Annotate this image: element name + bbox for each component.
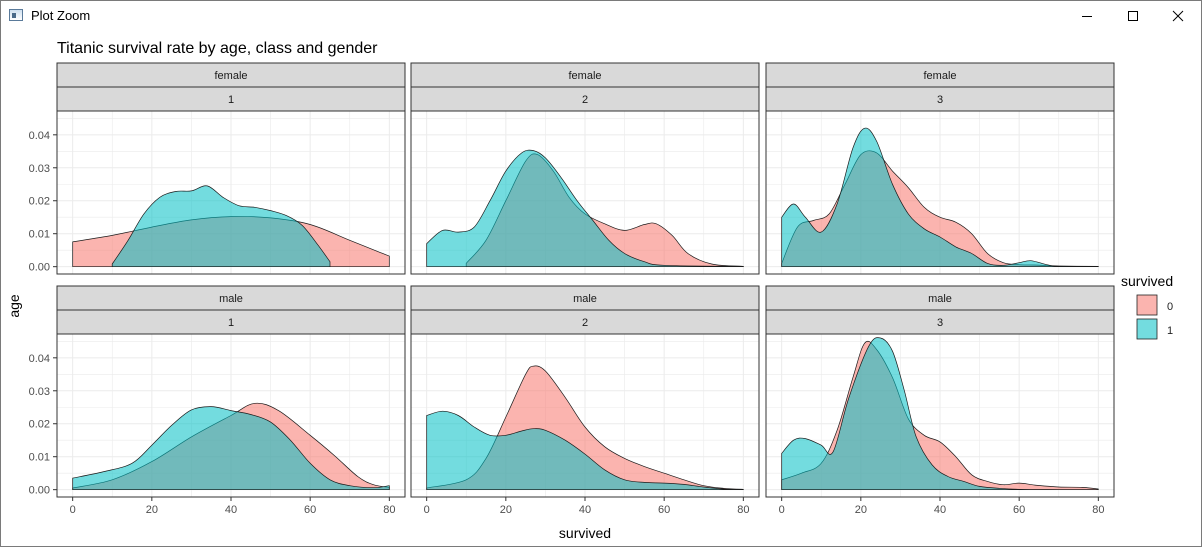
density-area-survived-1 xyxy=(426,149,744,268)
strip-sex xyxy=(56,62,406,88)
x-tick-label: 40 xyxy=(579,504,591,516)
facet-panel-male-1: male 1 0.00 0.01 0.02 0.03 0.04 0 20 40 60 80 xyxy=(29,285,406,516)
close-icon xyxy=(1172,10,1184,22)
y-tick-label: 0.03 xyxy=(29,163,50,175)
strip-sex-label: male xyxy=(219,293,243,305)
y-tick-label: 0.00 xyxy=(29,262,50,274)
strip-sex-label: female xyxy=(568,70,601,82)
y-axis-label: age xyxy=(6,294,22,318)
strip-class xyxy=(56,86,406,112)
strip-sex-label: female xyxy=(214,70,247,82)
strip-sex xyxy=(56,285,406,311)
legend-key-0 xyxy=(1136,294,1158,316)
strip-sex xyxy=(410,62,760,88)
y-tick-label: 0.01 xyxy=(29,229,50,241)
y-tick-label: 0.02 xyxy=(29,196,50,208)
panel-border xyxy=(765,110,1115,275)
minimize-button[interactable] xyxy=(1064,1,1110,31)
strip-sex-label: female xyxy=(923,70,956,82)
x-tick-label: 60 xyxy=(1013,504,1025,516)
strip-class xyxy=(765,309,1115,335)
strip-class-label: 3 xyxy=(937,94,943,106)
strip-class-label: 2 xyxy=(582,317,588,329)
x-tick-label: 60 xyxy=(658,504,670,516)
y-tick-label: 0.03 xyxy=(29,386,50,398)
close-button[interactable] xyxy=(1155,1,1201,31)
strip-class-label: 1 xyxy=(228,94,234,106)
maximize-icon xyxy=(1128,11,1138,21)
panel-border xyxy=(410,110,760,275)
y-tick-label: 0.01 xyxy=(29,452,50,464)
y-tick-label: 0.04 xyxy=(29,353,50,365)
facet-panel-female-1: female 1 0.00 0.01 0.02 0.03 0.04 xyxy=(29,62,406,275)
facet-panel-female-2: female 2 xyxy=(410,62,760,275)
x-tick-label: 40 xyxy=(934,504,946,516)
x-tick-label: 80 xyxy=(383,504,395,516)
maximize-button[interactable] xyxy=(1110,1,1156,31)
x-tick-label: 0 xyxy=(424,504,430,516)
strip-class-label: 2 xyxy=(582,94,588,106)
y-tick-label: 0.04 xyxy=(29,130,50,142)
strip-sex xyxy=(765,285,1115,311)
window-title: Plot Zoom xyxy=(31,8,91,23)
x-tick-label: 60 xyxy=(304,504,316,516)
x-tick-label: 80 xyxy=(737,504,749,516)
strip-class xyxy=(765,86,1115,112)
x-tick-label: 20 xyxy=(146,504,158,516)
x-tick-label: 40 xyxy=(225,504,237,516)
facet-panel-female-3: female 3 xyxy=(765,62,1115,275)
strip-sex xyxy=(410,285,760,311)
strip-sex-label: male xyxy=(928,293,952,305)
title-bar: Plot Zoom xyxy=(1,1,1201,31)
density-area-survived-1 xyxy=(111,185,331,268)
x-tick-label: 0 xyxy=(70,504,76,516)
strip-class xyxy=(410,86,760,112)
y-tick-label: 0.00 xyxy=(29,485,50,497)
x-tick-label: 0 xyxy=(779,504,785,516)
minimize-icon xyxy=(1082,16,1092,17)
density-area-survived-1 xyxy=(781,127,1099,268)
strip-class xyxy=(56,309,406,335)
x-tick-label: 20 xyxy=(855,504,867,516)
density-area-survived-1 xyxy=(426,410,744,491)
strip-class xyxy=(410,309,760,335)
x-tick-label: 20 xyxy=(500,504,512,516)
facet-panel-male-3: male 3 0 20 40 60 80 xyxy=(765,285,1115,516)
strip-class-label: 1 xyxy=(228,317,234,329)
x-tick-label: 80 xyxy=(1092,504,1104,516)
strip-sex xyxy=(765,62,1115,88)
strip-sex-label: male xyxy=(573,293,597,305)
strip-class-label: 3 xyxy=(937,317,943,329)
legend-title: survived xyxy=(1121,273,1173,289)
panel-border xyxy=(56,110,406,275)
plot-window-icon xyxy=(9,9,23,21)
x-axis-label: survived xyxy=(559,525,611,541)
faceted-density-chart: Titanic survival rate by age, class and … xyxy=(6,40,1173,541)
legend-label-0: 0 xyxy=(1167,301,1173,313)
density-area-survived-1 xyxy=(72,406,390,491)
y-tick-label: 0.02 xyxy=(29,419,50,431)
legend-label-1: 1 xyxy=(1167,325,1173,337)
density-area-survived-1 xyxy=(781,337,1099,491)
legend-key-1 xyxy=(1136,318,1158,340)
chart-title: Titanic survival rate by age, class and … xyxy=(57,40,378,57)
legend: survived 0 1 xyxy=(1121,273,1173,340)
